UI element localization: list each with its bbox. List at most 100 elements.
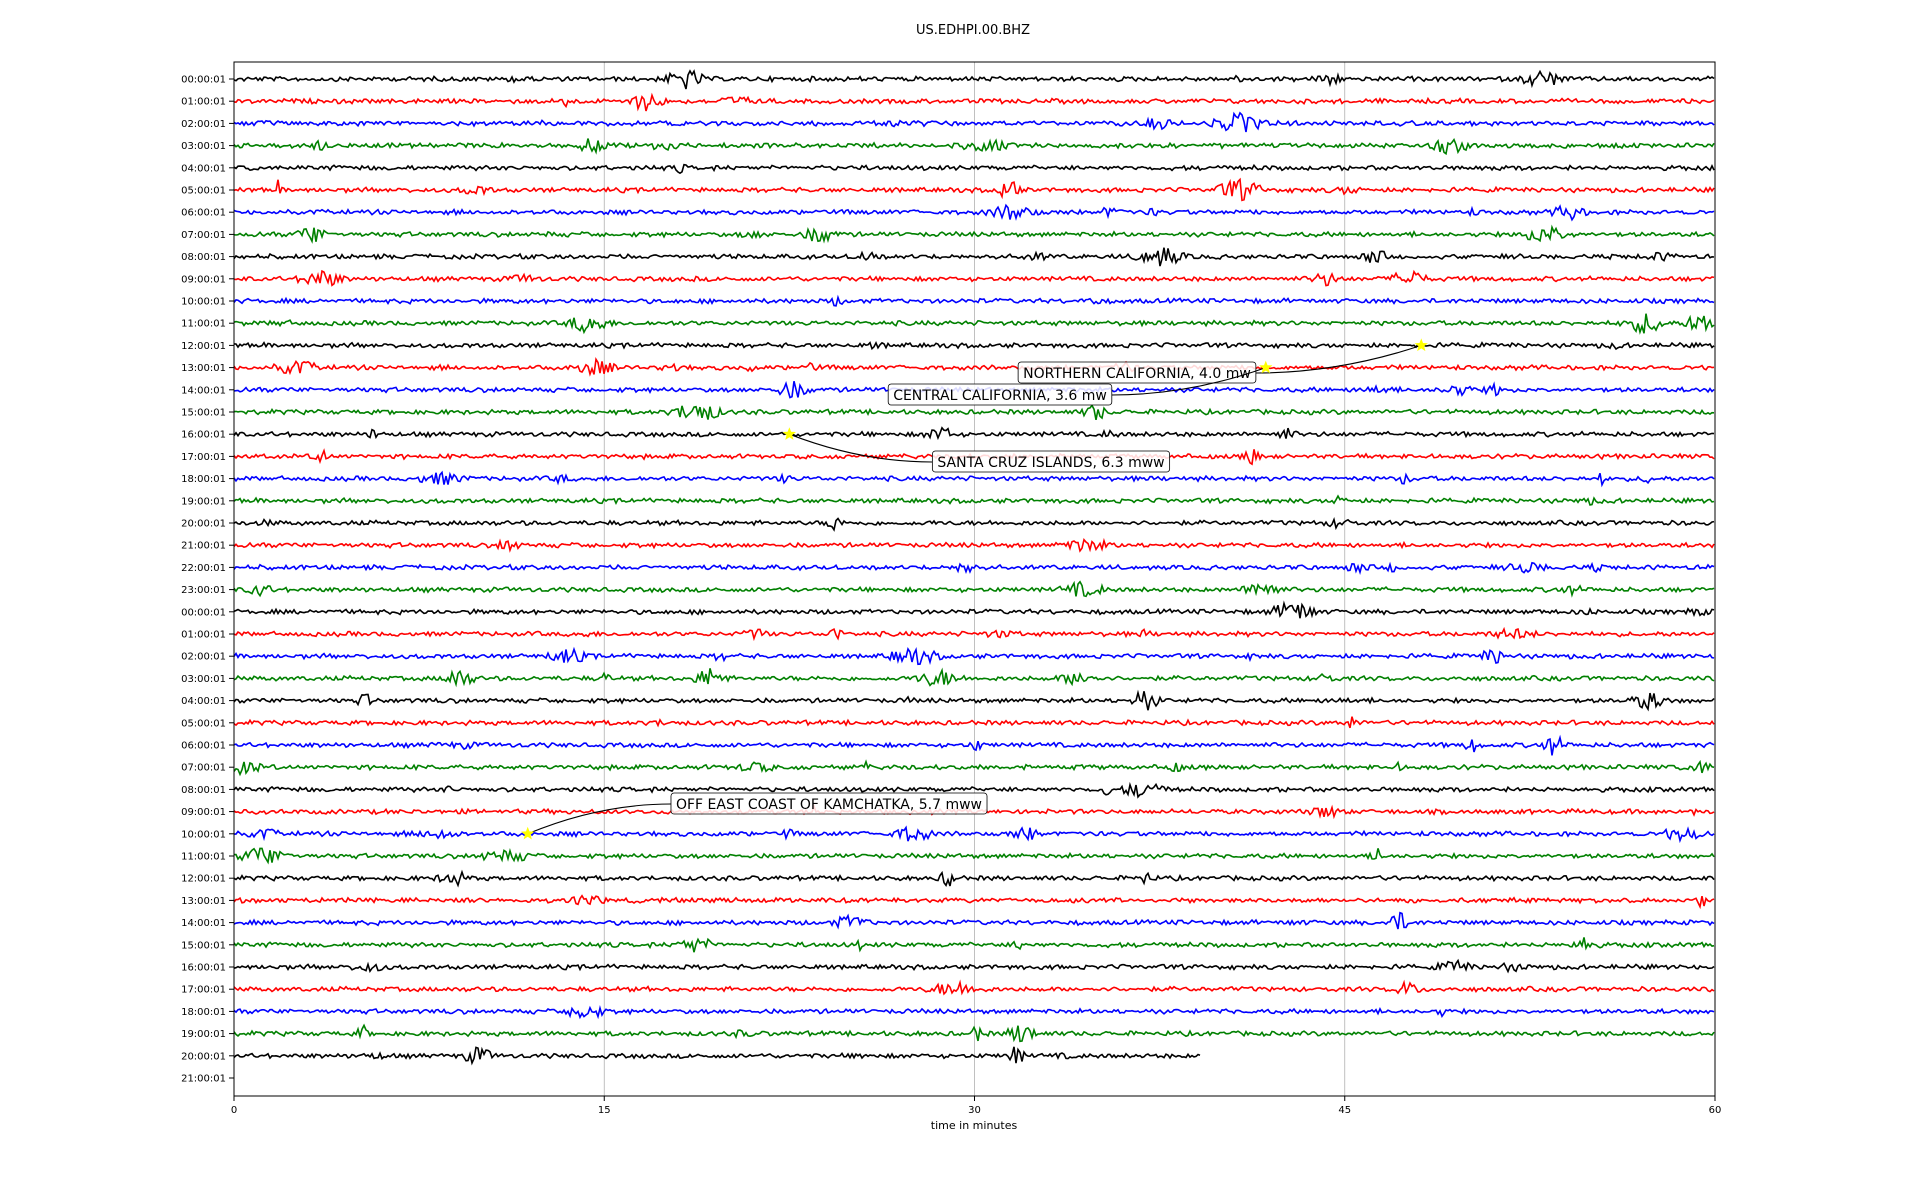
trace-line bbox=[233, 937, 1715, 953]
row-label: 16:00:01 bbox=[181, 430, 226, 441]
row-label: 19:00:01 bbox=[181, 1029, 226, 1040]
trace-line bbox=[233, 1004, 1715, 1020]
row-label: 03:00:01 bbox=[181, 141, 226, 152]
row-label: 16:00:01 bbox=[181, 963, 226, 974]
trace-line bbox=[233, 958, 1715, 974]
x-tick-label: 30 bbox=[968, 1105, 981, 1116]
trace-line bbox=[233, 734, 1715, 756]
row-label: 15:00:01 bbox=[181, 940, 226, 951]
row-label: 23:00:01 bbox=[181, 585, 226, 596]
event-connector bbox=[1111, 367, 1266, 396]
row-label: 20:00:01 bbox=[181, 1051, 226, 1062]
row-label: 04:00:01 bbox=[181, 696, 226, 707]
x-tick-label: 0 bbox=[231, 1105, 237, 1116]
row-label: 19:00:01 bbox=[181, 496, 226, 507]
event-annotations: NORTHERN CALIFORNIA, 4.0 mw CENTRAL CALIF… bbox=[521, 338, 1428, 840]
trace-line bbox=[233, 403, 1715, 420]
row-label: 14:00:01 bbox=[181, 385, 226, 396]
trace-line bbox=[233, 580, 1715, 598]
row-label: 10:00:01 bbox=[181, 829, 226, 840]
event-label-box bbox=[887, 383, 1113, 406]
trace-line bbox=[233, 111, 1715, 133]
row-labels: 00:00:01 01:00:01 02:00:01 03:00:01 04:00:01… bbox=[181, 75, 234, 1085]
x-tick-label: 60 bbox=[1709, 1105, 1722, 1116]
row-label: 08:00:01 bbox=[181, 252, 226, 263]
trace-line bbox=[233, 894, 1715, 910]
trace-line bbox=[233, 313, 1715, 335]
row-label: 10:00:01 bbox=[181, 297, 226, 308]
row-label: 15:00:01 bbox=[181, 408, 226, 419]
trace-line bbox=[234, 825, 1715, 844]
row-label: 07:00:01 bbox=[181, 763, 226, 774]
trace-line bbox=[233, 517, 1715, 532]
x-tick-label: 15 bbox=[598, 1105, 611, 1116]
row-label: 17:00:01 bbox=[181, 452, 226, 463]
trace-line bbox=[233, 1046, 1201, 1066]
x-axis-label: time in minutes bbox=[931, 1119, 1018, 1132]
row-label: 03:00:01 bbox=[181, 674, 226, 685]
trace-line bbox=[233, 494, 1715, 506]
trace-line bbox=[233, 203, 1715, 222]
row-label: 11:00:01 bbox=[181, 852, 226, 863]
row-label: 00:00:01 bbox=[181, 75, 226, 86]
row-label: 22:00:01 bbox=[181, 563, 226, 574]
event-annotation: NORTHERN CALIFORNIA, 4.0 mw bbox=[1017, 338, 1428, 384]
grid-lines bbox=[603, 62, 1346, 1096]
row-label: 06:00:01 bbox=[181, 741, 226, 752]
trace-line bbox=[233, 224, 1715, 244]
trace-line bbox=[234, 847, 1715, 865]
row-label: 00:00:01 bbox=[181, 607, 226, 618]
trace-line bbox=[233, 869, 1715, 888]
row-label: 21:00:01 bbox=[181, 541, 226, 552]
trace-line bbox=[233, 426, 1715, 441]
row-label: 17:00:01 bbox=[181, 985, 226, 996]
event-marker bbox=[782, 427, 796, 440]
row-label: 07:00:01 bbox=[181, 230, 226, 241]
row-label: 01:00:01 bbox=[181, 97, 226, 108]
event-label-box bbox=[670, 792, 988, 815]
event-connector bbox=[789, 433, 933, 463]
trace-line bbox=[233, 781, 1715, 799]
event-label: NORTHERN CALIFORNIA, 4.0 mw bbox=[1023, 366, 1251, 382]
row-label: 13:00:01 bbox=[181, 363, 226, 374]
trace-line bbox=[233, 470, 1715, 488]
row-label: 11:00:01 bbox=[181, 319, 226, 330]
event-connector bbox=[1255, 344, 1422, 374]
row-label: 05:00:01 bbox=[181, 718, 226, 729]
row-label: 06:00:01 bbox=[181, 208, 226, 219]
event-label: SANTA CRUZ ISLANDS, 6.3 mww bbox=[937, 455, 1164, 471]
trace-line bbox=[233, 137, 1715, 156]
trace-line bbox=[233, 667, 1715, 688]
row-label: 13:00:01 bbox=[181, 896, 226, 907]
x-tick-label: 45 bbox=[1338, 1105, 1351, 1116]
trace-line bbox=[233, 689, 1715, 712]
trace-line bbox=[233, 626, 1715, 642]
trace-line bbox=[233, 92, 1715, 112]
event-annotation: SANTA CRUZ ISLANDS, 6.3 mww bbox=[782, 427, 1171, 473]
trace-line bbox=[233, 759, 1715, 777]
row-label: 12:00:01 bbox=[181, 874, 226, 885]
row-label: 05:00:01 bbox=[181, 186, 226, 197]
event-label-box bbox=[931, 450, 1171, 473]
event-annotation: CENTRAL CALIFORNIA, 3.6 mw bbox=[887, 360, 1273, 406]
row-label: 18:00:01 bbox=[181, 474, 226, 485]
row-label: 08:00:01 bbox=[181, 785, 226, 796]
trace-line bbox=[233, 716, 1715, 729]
event-connector bbox=[527, 803, 671, 835]
trace-line bbox=[233, 537, 1715, 553]
row-label: 01:00:01 bbox=[181, 630, 226, 641]
event-marker bbox=[521, 826, 535, 840]
trace-line bbox=[233, 247, 1715, 267]
trace-line bbox=[233, 269, 1715, 287]
trace-line bbox=[233, 600, 1715, 619]
row-label: 09:00:01 bbox=[181, 807, 226, 818]
event-marker bbox=[1414, 338, 1428, 352]
traces bbox=[233, 69, 1715, 1066]
trace-line bbox=[233, 69, 1715, 90]
event-label: OFF EAST COAST OF KAMCHATKA, 5.7 mww bbox=[676, 797, 982, 813]
row-label: 04:00:01 bbox=[181, 163, 226, 174]
trace-line bbox=[233, 1023, 1715, 1043]
trace-line bbox=[233, 163, 1715, 175]
trace-line bbox=[233, 177, 1715, 202]
